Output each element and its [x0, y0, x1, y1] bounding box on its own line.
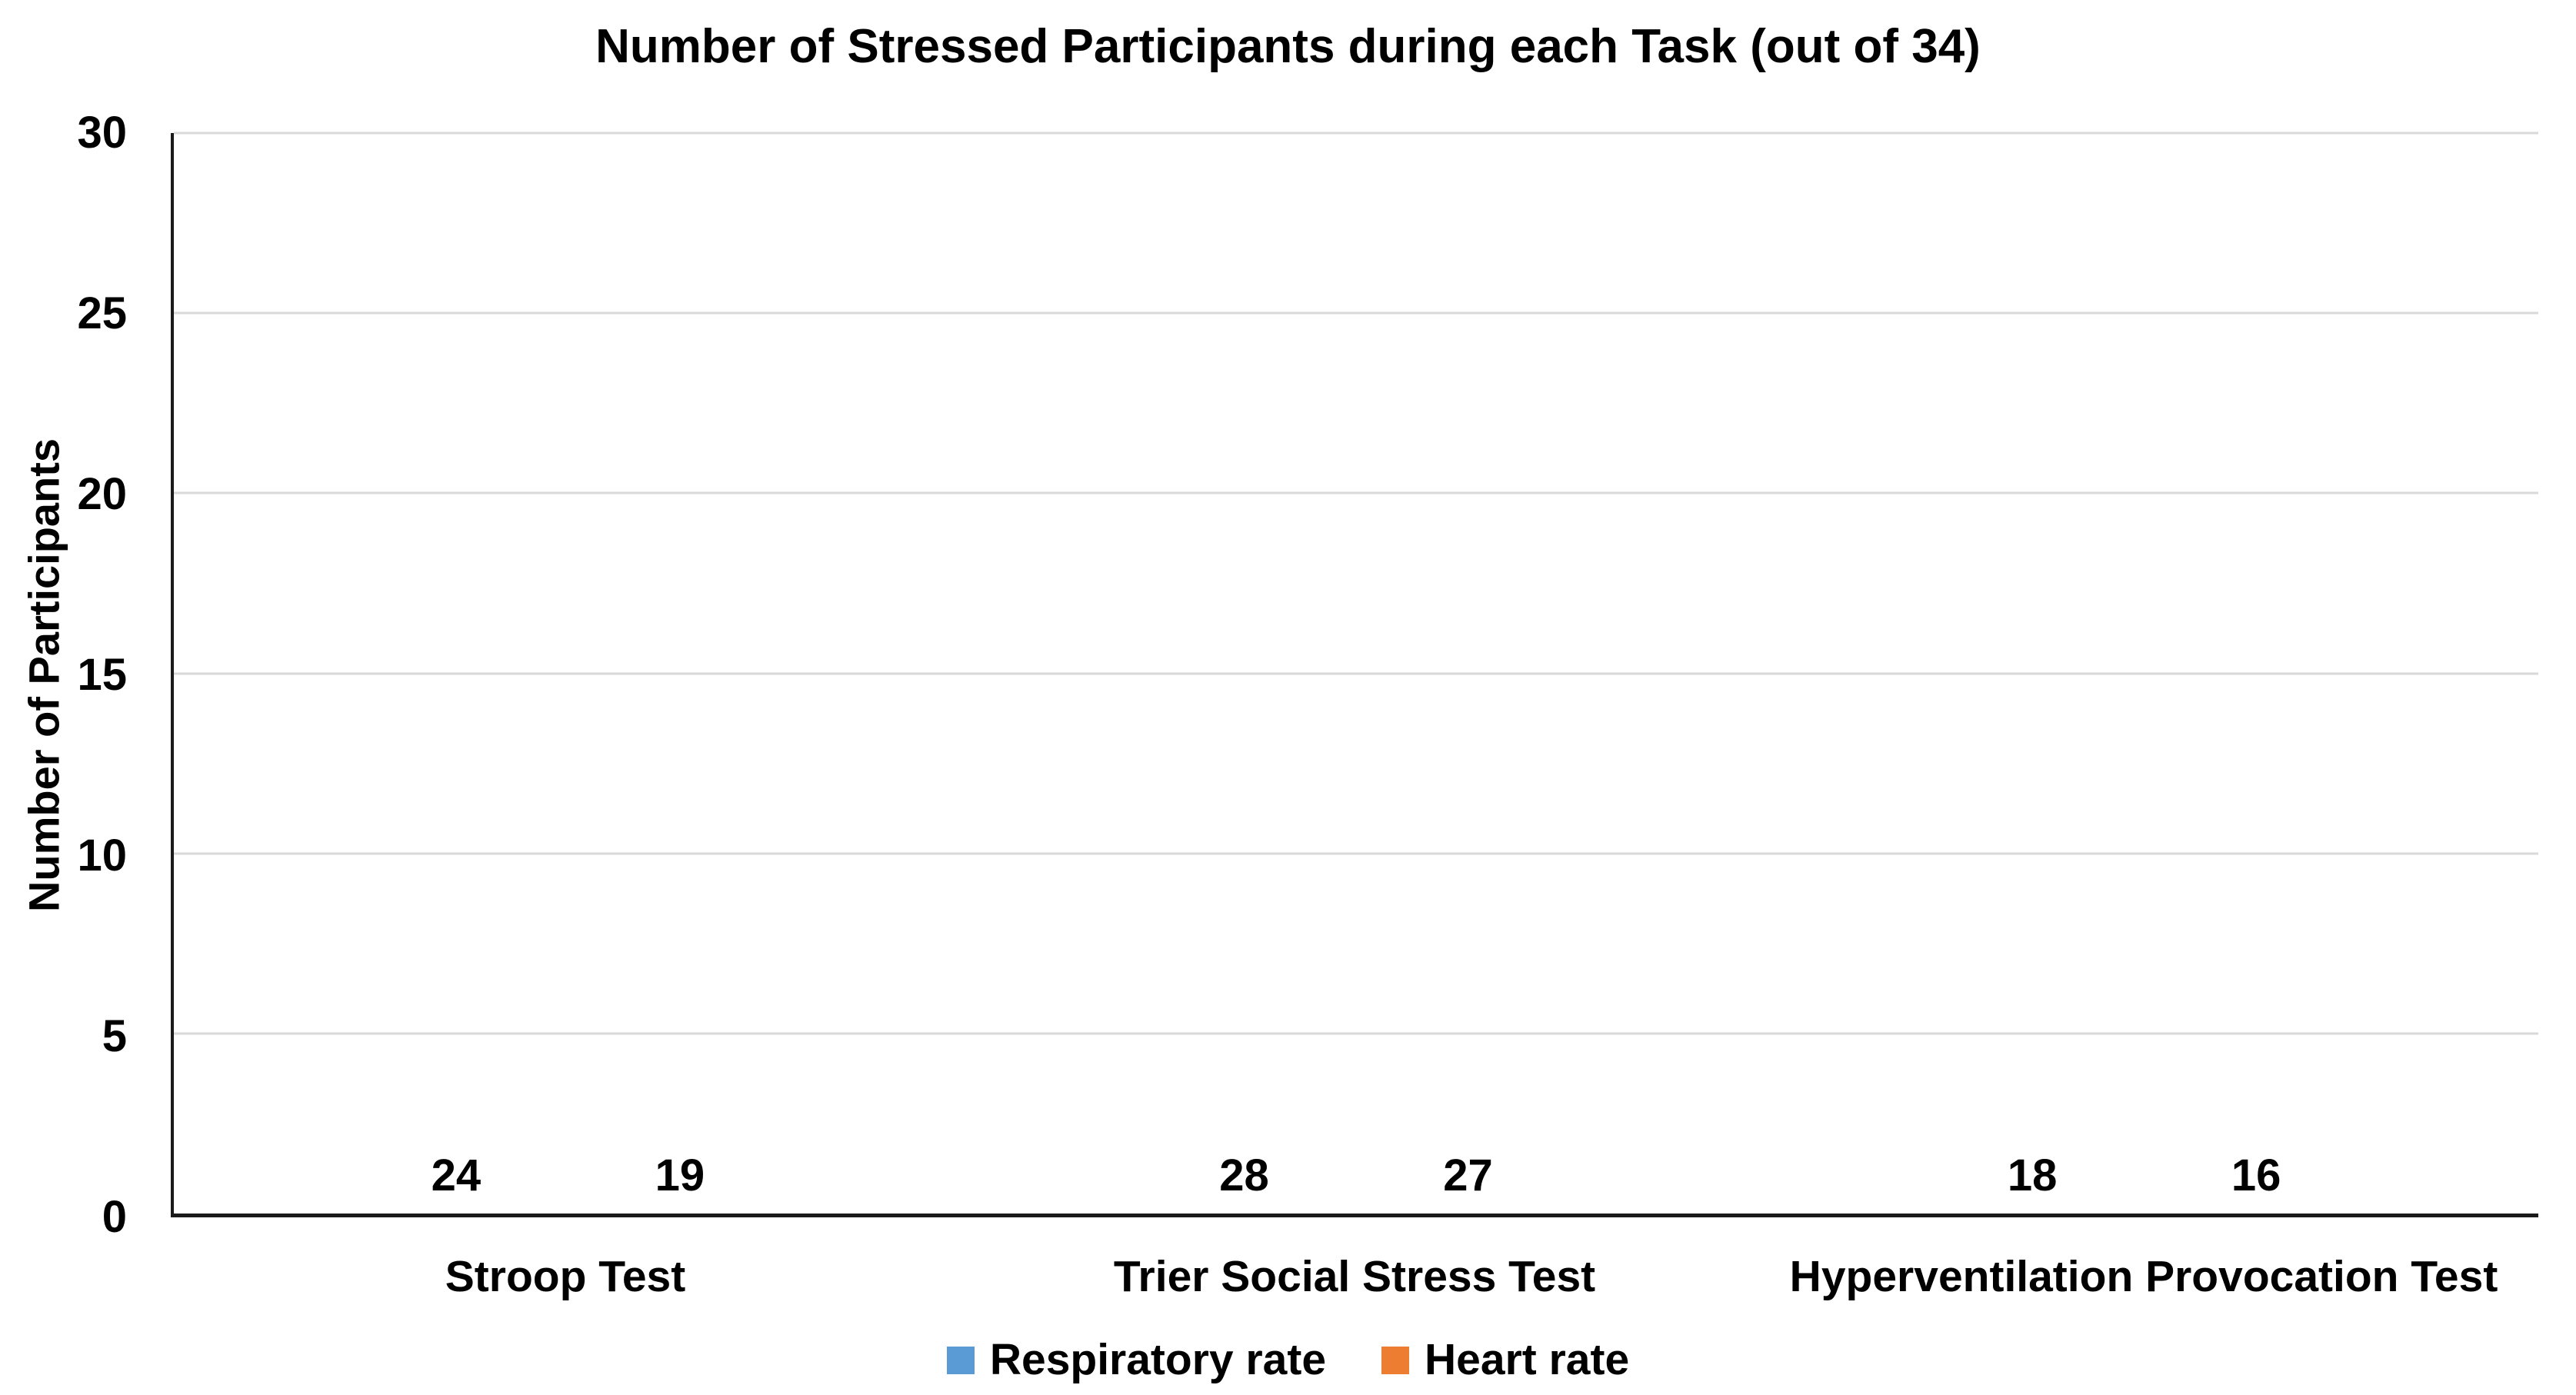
data-label-heart-trier: 27 [1443, 1150, 1493, 1200]
y-tick-15: 15 [77, 650, 127, 700]
legend-swatch-icon [1381, 1346, 1410, 1374]
gridline-15 [174, 672, 2538, 674]
gridline-30 [174, 132, 2538, 135]
y-tick-0: 0 [102, 1192, 127, 1242]
bar-group-stroop-test: 24 19 [174, 133, 962, 1214]
x-axis-category-labels: Stroop Test Trier Social Stress Test Hyp… [171, 1252, 2538, 1303]
data-label-respiratory-hyperventilation: 18 [2007, 1150, 2058, 1200]
y-tick-30: 30 [77, 108, 127, 158]
data-label-respiratory-trier: 28 [1219, 1150, 1269, 1200]
gridline-20 [174, 491, 2538, 494]
bar-column: 19 [591, 1154, 768, 1214]
legend-label-heart-rate: Heart rate [1425, 1335, 1630, 1384]
legend-item-respiratory-rate: Respiratory rate [946, 1335, 1327, 1384]
gridline-25 [174, 311, 2538, 315]
bar-column: 16 [2168, 1154, 2345, 1214]
data-label-heart-hyperventilation: 16 [2231, 1150, 2281, 1200]
bar-column: 27 [1379, 1154, 1557, 1214]
data-label-heart-stroop: 19 [655, 1150, 705, 1200]
legend: Respiratory rate Heart rate [0, 1338, 2576, 1382]
gridline-5 [174, 1032, 2538, 1035]
gridline-10 [174, 852, 2538, 855]
bar-groups: 24 19 28 27 18 16 [174, 133, 2538, 1214]
legend-item-heart-rate: Heart rate [1381, 1338, 1629, 1382]
plot-area: 24 19 28 27 18 16 [171, 132, 2538, 1217]
chart-title: Number of Stressed Participants during e… [595, 20, 1981, 73]
x-label-hyperventilation-provocation-test: Hyperventilation Provocation Test [1789, 1252, 2498, 1301]
y-tick-25: 25 [77, 288, 127, 339]
y-axis-tick-labels: 0 5 10 15 20 25 30 [0, 111, 127, 1240]
bar-group-trier-social-stress-test: 28 27 [962, 133, 1751, 1214]
y-tick-20: 20 [77, 469, 127, 519]
bar-group-hyperventilation-provocation-test: 18 16 [1750, 133, 2538, 1214]
data-label-respiratory-stroop: 24 [431, 1150, 482, 1200]
bar-column: 18 [1944, 1154, 2121, 1214]
x-label-stroop-test: Stroop Test [445, 1252, 686, 1301]
y-tick-5: 5 [102, 1011, 127, 1061]
y-tick-10: 10 [77, 831, 127, 881]
x-label-trier-social-stress-test: Trier Social Stress Test [1113, 1252, 1596, 1301]
legend-swatch-icon [946, 1346, 975, 1374]
bar-column: 28 [1155, 1154, 1333, 1214]
legend-label-respiratory-rate: Respiratory rate [989, 1335, 1327, 1384]
bar-column: 24 [367, 1154, 545, 1214]
